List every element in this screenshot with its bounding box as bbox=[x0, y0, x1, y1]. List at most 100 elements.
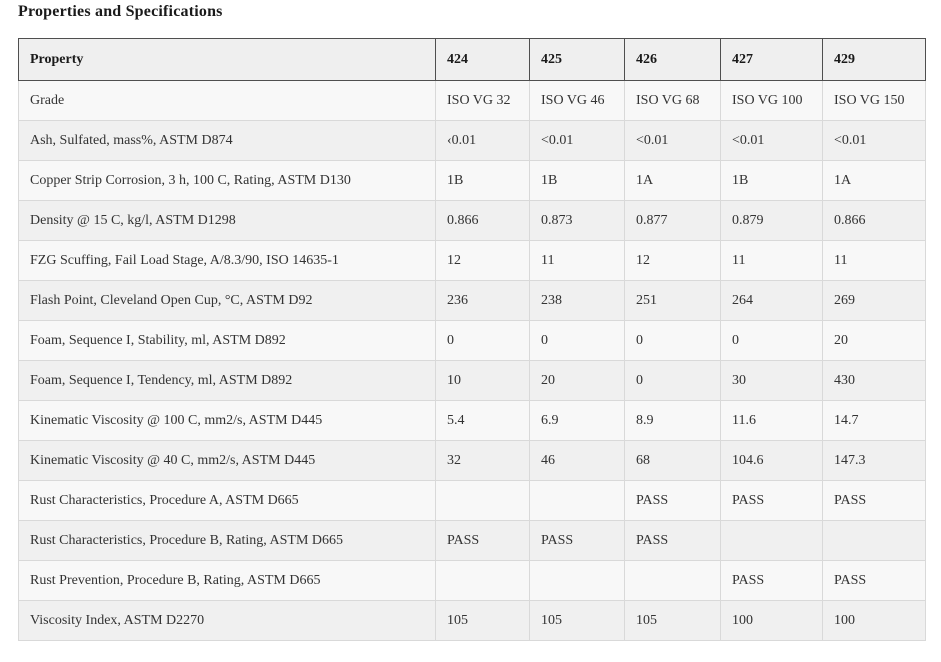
property-cell: Rust Prevention, Procedure B, Rating, AS… bbox=[18, 560, 436, 601]
value-cell: <0.01 bbox=[720, 120, 823, 161]
value-cell: 238 bbox=[529, 280, 625, 321]
value-cell: PASS bbox=[720, 560, 823, 601]
column-header-property: Property bbox=[18, 38, 436, 81]
table-header: Property 424 425 426 427 429 bbox=[18, 38, 926, 81]
value-cell: 11 bbox=[822, 240, 926, 281]
value-cell: 11 bbox=[720, 240, 823, 281]
value-cell: ISO VG 68 bbox=[624, 80, 721, 121]
value-cell: 1A bbox=[822, 160, 926, 201]
value-cell bbox=[529, 480, 625, 521]
value-cell: ISO VG 100 bbox=[720, 80, 823, 121]
value-cell: 11 bbox=[529, 240, 625, 281]
value-cell: 0 bbox=[529, 320, 625, 361]
value-cell: 20 bbox=[822, 320, 926, 361]
value-cell: 0 bbox=[624, 360, 721, 401]
table-row: Rust Characteristics, Procedure A, ASTM … bbox=[18, 480, 926, 521]
value-cell bbox=[529, 560, 625, 601]
value-cell: 6.9 bbox=[529, 400, 625, 441]
value-cell: 1B bbox=[720, 160, 823, 201]
table-row: Foam, Sequence I, Stability, ml, ASTM D8… bbox=[18, 320, 926, 361]
value-cell: 105 bbox=[529, 600, 625, 641]
table-body: Grade ISO VG 32 ISO VG 46 ISO VG 68 ISO … bbox=[18, 80, 926, 641]
header-row: Property 424 425 426 427 429 bbox=[18, 38, 926, 81]
value-cell: 0.866 bbox=[822, 200, 926, 241]
table-row: FZG Scuffing, Fail Load Stage, A/8.3/90,… bbox=[18, 240, 926, 281]
value-cell: 12 bbox=[435, 240, 530, 281]
property-cell: Rust Characteristics, Procedure B, Ratin… bbox=[18, 520, 436, 561]
value-cell bbox=[624, 560, 721, 601]
table-row: Kinematic Viscosity @ 100 C, mm2/s, ASTM… bbox=[18, 400, 926, 441]
property-cell: Viscosity Index, ASTM D2270 bbox=[18, 600, 436, 641]
value-cell: 0 bbox=[720, 320, 823, 361]
value-cell: PASS bbox=[529, 520, 625, 561]
value-cell: 11.6 bbox=[720, 400, 823, 441]
table-row: Foam, Sequence I, Tendency, ml, ASTM D89… bbox=[18, 360, 926, 401]
value-cell: 0.877 bbox=[624, 200, 721, 241]
value-cell: ‹0.01 bbox=[435, 120, 530, 161]
value-cell: 0 bbox=[435, 320, 530, 361]
property-cell: Foam, Sequence I, Tendency, ml, ASTM D89… bbox=[18, 360, 436, 401]
value-cell: PASS bbox=[624, 480, 721, 521]
value-cell: 8.9 bbox=[624, 400, 721, 441]
value-cell: PASS bbox=[822, 480, 926, 521]
value-cell: ISO VG 150 bbox=[822, 80, 926, 121]
value-cell: <0.01 bbox=[822, 120, 926, 161]
value-cell: 1B bbox=[529, 160, 625, 201]
column-header-426: 426 bbox=[624, 38, 721, 81]
value-cell: 264 bbox=[720, 280, 823, 321]
value-cell: 0 bbox=[624, 320, 721, 361]
specifications-table: Property 424 425 426 427 429 Grade ISO V… bbox=[18, 38, 926, 641]
table-row: Density @ 15 C, kg/l, ASTM D1298 0.866 0… bbox=[18, 200, 926, 241]
table-row: Rust Characteristics, Procedure B, Ratin… bbox=[18, 520, 926, 561]
value-cell: 269 bbox=[822, 280, 926, 321]
value-cell: 68 bbox=[624, 440, 721, 481]
table-row: Copper Strip Corrosion, 3 h, 100 C, Rati… bbox=[18, 160, 926, 201]
value-cell: PASS bbox=[435, 520, 530, 561]
property-cell: FZG Scuffing, Fail Load Stage, A/8.3/90,… bbox=[18, 240, 436, 281]
value-cell bbox=[435, 560, 530, 601]
value-cell bbox=[435, 480, 530, 521]
value-cell: 0.866 bbox=[435, 200, 530, 241]
value-cell: 105 bbox=[435, 600, 530, 641]
table-row: Grade ISO VG 32 ISO VG 46 ISO VG 68 ISO … bbox=[18, 80, 926, 121]
value-cell: 104.6 bbox=[720, 440, 823, 481]
property-cell: Rust Characteristics, Procedure A, ASTM … bbox=[18, 480, 436, 521]
property-cell: Density @ 15 C, kg/l, ASTM D1298 bbox=[18, 200, 436, 241]
value-cell: ISO VG 46 bbox=[529, 80, 625, 121]
property-cell: Copper Strip Corrosion, 3 h, 100 C, Rati… bbox=[18, 160, 436, 201]
value-cell: 32 bbox=[435, 440, 530, 481]
value-cell bbox=[822, 520, 926, 561]
value-cell: PASS bbox=[624, 520, 721, 561]
value-cell: 430 bbox=[822, 360, 926, 401]
value-cell: 1B bbox=[435, 160, 530, 201]
value-cell: 100 bbox=[822, 600, 926, 641]
value-cell: 5.4 bbox=[435, 400, 530, 441]
column-header-424: 424 bbox=[435, 38, 530, 81]
property-cell: Foam, Sequence I, Stability, ml, ASTM D8… bbox=[18, 320, 436, 361]
property-cell: Kinematic Viscosity @ 100 C, mm2/s, ASTM… bbox=[18, 400, 436, 441]
value-cell: 12 bbox=[624, 240, 721, 281]
column-header-427: 427 bbox=[720, 38, 823, 81]
value-cell: PASS bbox=[822, 560, 926, 601]
value-cell: ISO VG 32 bbox=[435, 80, 530, 121]
value-cell: 105 bbox=[624, 600, 721, 641]
table-row: Viscosity Index, ASTM D2270 105 105 105 … bbox=[18, 600, 926, 641]
value-cell: 147.3 bbox=[822, 440, 926, 481]
value-cell: <0.01 bbox=[529, 120, 625, 161]
value-cell: 100 bbox=[720, 600, 823, 641]
value-cell: 10 bbox=[435, 360, 530, 401]
column-header-429: 429 bbox=[822, 38, 926, 81]
value-cell: 236 bbox=[435, 280, 530, 321]
value-cell: 14.7 bbox=[822, 400, 926, 441]
value-cell: 0.879 bbox=[720, 200, 823, 241]
value-cell: 1A bbox=[624, 160, 721, 201]
property-cell: Grade bbox=[18, 80, 436, 121]
table-row: Flash Point, Cleveland Open Cup, °C, AST… bbox=[18, 280, 926, 321]
property-cell: Ash, Sulfated, mass%, ASTM D874 bbox=[18, 120, 436, 161]
table-row: Ash, Sulfated, mass%, ASTM D874 ‹0.01 <0… bbox=[18, 120, 926, 161]
value-cell bbox=[720, 520, 823, 561]
value-cell: 251 bbox=[624, 280, 721, 321]
value-cell: 0.873 bbox=[529, 200, 625, 241]
value-cell: 46 bbox=[529, 440, 625, 481]
